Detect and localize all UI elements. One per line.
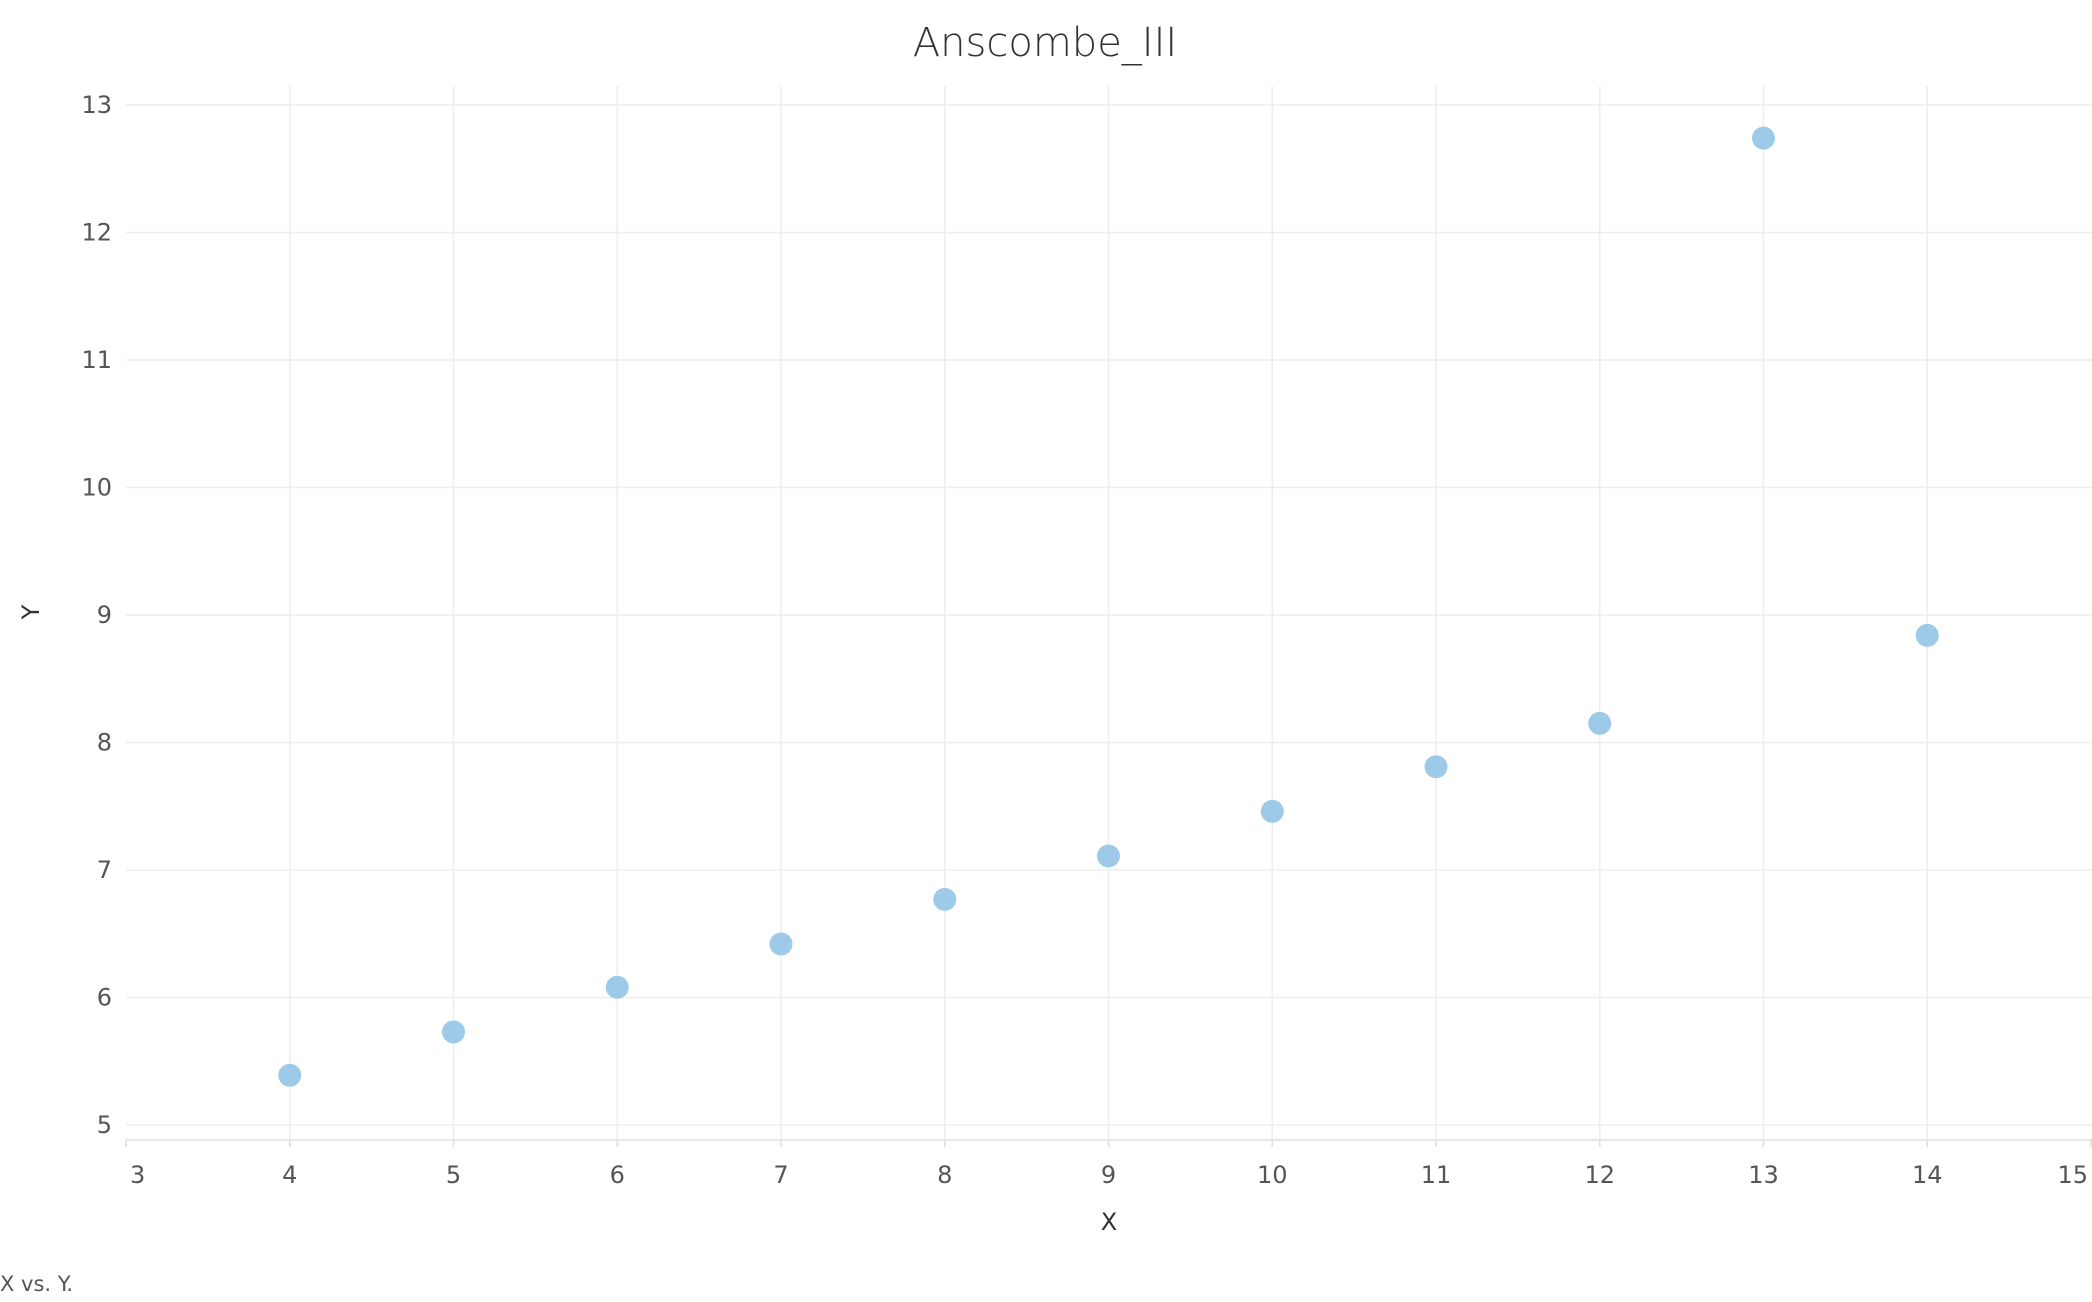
y-tick-label: 5: [97, 1111, 112, 1139]
data-points: [278, 126, 1939, 1087]
x-tick-label: 13: [1748, 1161, 1779, 1189]
x-tick-label: 8: [937, 1161, 952, 1189]
x-tick-label: 14: [1912, 1161, 1943, 1189]
y-tick-label: 13: [81, 91, 112, 119]
data-point[interactable]: [1097, 844, 1120, 868]
x-tick-label: 11: [1421, 1161, 1452, 1189]
data-point[interactable]: [1752, 126, 1775, 150]
data-point[interactable]: [605, 975, 629, 999]
data-point[interactable]: [933, 887, 957, 911]
data-point[interactable]: [1915, 623, 1939, 647]
axes: 3 4 5 6 7 8 9 10 11 12 13 14 15 5 6 7 8 9 10 11 12 13: [81, 91, 2092, 1189]
y-tick-label: 8: [97, 729, 112, 757]
y-tick-label: 10: [81, 474, 112, 502]
chart-title: Anscombe_III: [913, 20, 1177, 66]
y-tick-label: 11: [81, 346, 112, 374]
x-tick-label: 4: [282, 1161, 297, 1189]
grid: [126, 86, 2092, 1140]
x-tick-label: 3: [130, 1161, 145, 1189]
y-tick-label: 6: [97, 984, 112, 1012]
y-tick-label: 7: [97, 856, 112, 884]
x-tick-label: 10: [1257, 1161, 1288, 1189]
data-point[interactable]: [442, 1020, 465, 1044]
x-tick-label: 9: [1101, 1161, 1116, 1189]
x-tick-label: 7: [773, 1161, 788, 1189]
y-tick-label: 12: [81, 219, 112, 247]
x-tick-label: 5: [446, 1161, 461, 1189]
data-point[interactable]: [1424, 755, 1448, 779]
data-point[interactable]: [1260, 799, 1284, 823]
data-point[interactable]: [1588, 711, 1612, 735]
x-tick-label: 15: [2057, 1161, 2088, 1189]
data-point[interactable]: [278, 1063, 302, 1087]
y-axis-label: Y: [17, 604, 45, 620]
x-tick-label: 6: [610, 1161, 625, 1189]
y-tick-label: 9: [97, 601, 112, 629]
caption: X vs. Y.: [0, 1272, 74, 1296]
x-tick-label: 12: [1584, 1161, 1615, 1189]
x-axis-label: X: [1101, 1208, 1117, 1236]
data-point[interactable]: [769, 932, 793, 956]
